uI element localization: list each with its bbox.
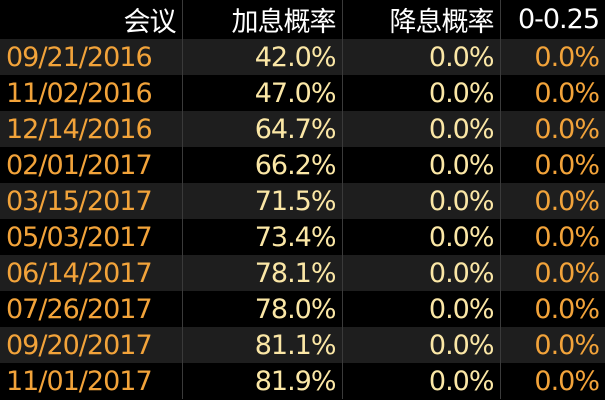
data-row: 11/02/2016 47.0% 0.0% 0.0% <box>0 75 605 111</box>
probability-cell: 0.0% <box>341 291 500 327</box>
meeting-date: 11/02/2016 <box>0 75 182 111</box>
probability-cell: 0.0% <box>341 39 500 75</box>
data-row: 09/21/2016 42.0% 0.0% 0.0% <box>0 39 605 75</box>
data-row: 03/15/2017 71.5% 0.0% 0.0% <box>0 183 605 219</box>
meeting-date: 02/01/2017 <box>0 147 182 183</box>
probability-cell: 0.0% <box>341 327 500 363</box>
data-row: 09/20/2017 81.1% 0.0% 0.0% <box>0 327 605 363</box>
probability-cell: 0.0% <box>341 183 500 219</box>
probability-cell: 0.0% <box>499 327 605 363</box>
header-cell: 降息概率 <box>341 0 500 39</box>
data-row: 11/01/2017 81.9% 0.0% 0.0% <box>0 363 605 399</box>
probability-cell: 71.5% <box>181 183 342 219</box>
probability-cell: 0.0% <box>499 291 605 327</box>
probability-cell: 81.9% <box>181 363 342 399</box>
probability-cell: 0.0% <box>341 147 500 183</box>
meeting-date: 05/03/2017 <box>0 219 182 255</box>
data-row: 06/14/2017 78.1% 0.0% 0.0% <box>0 255 605 291</box>
probability-cell: 0.0% <box>341 75 500 111</box>
data-row: 02/01/2017 66.2% 0.0% 0.0% <box>0 147 605 183</box>
meeting-date: 11/01/2017 <box>0 363 182 399</box>
header-cell: 加息概率 <box>181 0 342 39</box>
probability-cell: 0.0% <box>499 111 605 147</box>
probability-cell: 64.7% <box>181 111 342 147</box>
probability-cell: 0.0% <box>341 111 500 147</box>
meeting-date: 03/15/2017 <box>0 183 182 219</box>
probability-cell: 0.0% <box>499 183 605 219</box>
probability-cell: 81.1% <box>181 327 342 363</box>
probability-cell: 47.0% <box>181 75 342 111</box>
meeting-date: 09/20/2017 <box>0 327 182 363</box>
data-row: 05/03/2017 73.4% 0.0% 0.0% <box>0 219 605 255</box>
probability-cell: 0.0% <box>499 75 605 111</box>
probability-cell: 0.0% <box>341 255 500 291</box>
probability-cell: 0.0% <box>499 39 605 75</box>
probability-cell: 78.1% <box>181 255 342 291</box>
meeting-date: 07/26/2017 <box>0 291 182 327</box>
probability-cell: 0.0% <box>499 363 605 399</box>
probability-cell: 0.0% <box>499 255 605 291</box>
data-row: 12/14/2016 64.7% 0.0% 0.0% <box>0 111 605 147</box>
probability-cell: 0.0% <box>341 219 500 255</box>
probability-cell: 66.2% <box>181 147 342 183</box>
meeting-date: 06/14/2017 <box>0 255 182 291</box>
meeting-date: 09/21/2016 <box>0 39 182 75</box>
probability-cell: 0.0% <box>499 147 605 183</box>
probability-cell: 73.4% <box>181 219 342 255</box>
meeting-date: 12/14/2016 <box>0 111 182 147</box>
header-cell: 会议 <box>0 0 182 39</box>
probability-cell: 78.0% <box>181 291 342 327</box>
header-cell: 0-0.25 <box>499 0 605 39</box>
header-row: 会议 加息概率 降息概率 0-0.25 <box>0 0 605 39</box>
probability-cell: 0.0% <box>499 219 605 255</box>
data-row: 07/26/2017 78.0% 0.0% 0.0% <box>0 291 605 327</box>
probability-cell: 42.0% <box>181 39 342 75</box>
probability-cell: 0.0% <box>341 363 500 399</box>
